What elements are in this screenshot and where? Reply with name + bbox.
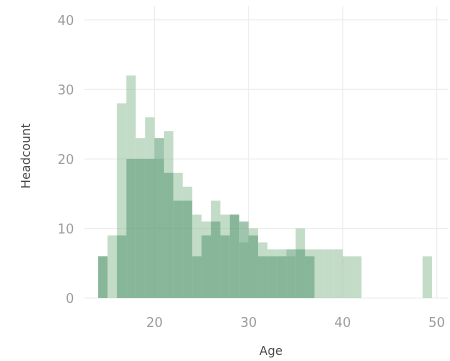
y-tick-label: 0 [66, 292, 74, 307]
y-tick-label: 20 [57, 153, 74, 168]
histogram-bar [220, 235, 230, 298]
histogram-bar [352, 256, 362, 298]
histogram-bar [229, 214, 240, 298]
histogram-bar [276, 256, 287, 298]
histogram-bar [267, 256, 277, 298]
histogram-bar [333, 249, 343, 298]
histogram-bar [154, 138, 164, 298]
histogram-bar [210, 221, 221, 298]
x-tick-label: 40 [334, 316, 351, 331]
y-tick-label: 40 [57, 14, 74, 29]
series-1 [98, 138, 315, 298]
histogram-bar [342, 256, 353, 298]
histogram-bar [116, 103, 127, 298]
y-tick-label: 10 [57, 222, 74, 237]
histogram-bar [248, 235, 259, 298]
x-tick-label: 30 [240, 316, 257, 331]
histogram-bar [239, 221, 249, 298]
histogram-bar [323, 249, 334, 298]
histogram-bar [182, 200, 193, 298]
histogram-bar [314, 249, 324, 298]
histogram-bar [126, 158, 136, 298]
histogram-bar [295, 249, 306, 298]
histogram-bar [116, 235, 127, 298]
x-axis-label: Age [259, 344, 282, 358]
y-tick-label: 30 [57, 83, 74, 98]
tick-labels: 0 10 20 30 40 20 30 40 50 [57, 14, 445, 331]
histogram-bar [98, 256, 108, 298]
x-tick-label: 50 [428, 316, 445, 331]
histogram-bar [135, 158, 146, 298]
x-tick-label: 20 [146, 316, 163, 331]
bars [98, 75, 433, 299]
histogram-bar [145, 158, 155, 298]
histogram-bar [173, 200, 183, 298]
histogram-bar [192, 256, 202, 298]
y-axis-label: Headcount [19, 123, 33, 189]
histogram-bar [305, 256, 315, 298]
histogram-bar [422, 256, 433, 298]
histogram-bar [163, 172, 174, 298]
histogram-bar [107, 235, 117, 298]
histogram-bar [258, 256, 268, 298]
histogram-bar [286, 249, 296, 298]
histogram-bar [201, 235, 211, 298]
